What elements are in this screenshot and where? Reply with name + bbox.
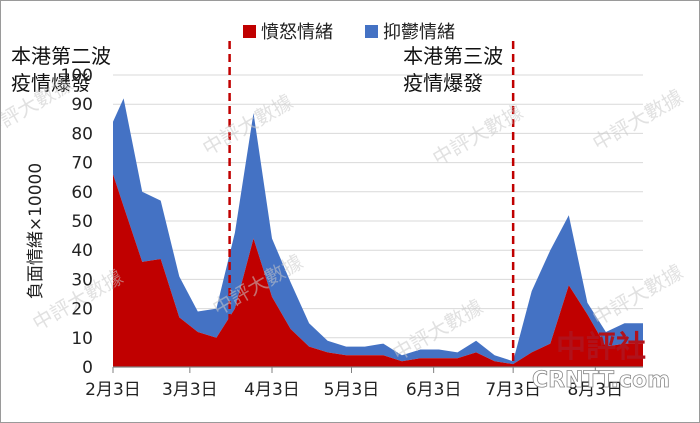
series-area-anger [113, 174, 643, 367]
watermark-text: 中評大數據 [198, 90, 297, 161]
y-tick-label: 50 [71, 212, 93, 232]
y-tick-label: 40 [71, 241, 93, 261]
crntt-logo: 中評社 CRNTT.com [532, 330, 671, 393]
legend-swatch [365, 25, 378, 38]
outbreak-annotation: 疫情爆發 [11, 71, 91, 95]
legend-swatch [243, 25, 256, 38]
outbreak-annotation: 本港第三波 [403, 44, 503, 68]
y-tick-label: 90 [71, 95, 93, 115]
legend-label: 抑鬱情緒 [383, 22, 455, 43]
axes: 0 10 20 30 40 50 60 70 80 90 100 2月3日 3月3日 4月3日 5月3日 6月… [61, 66, 643, 400]
x-tick-label: 3月3日 [162, 380, 218, 400]
x-tick-label: 4月3日 [244, 380, 300, 400]
y-tick-label: 60 [71, 183, 93, 203]
y-axis-title: 負面情緒×10000 [26, 163, 46, 299]
series-area-depression [113, 98, 643, 365]
watermark-text: 中評大數據 [588, 260, 687, 331]
x-tick-label: 2月3日 [85, 380, 141, 400]
legend: 憤怒情緒 抑鬱情緒 [243, 22, 455, 43]
y-tick-label: 100 [61, 66, 93, 86]
y-tick-label: 20 [71, 300, 93, 320]
legend-label: 憤怒情緒 [261, 22, 333, 43]
outbreak-annotation: 本港第二波 [11, 44, 111, 68]
logo-cn-text: 中評社 [556, 330, 646, 365]
outbreak-annotation: 疫情爆發 [403, 71, 483, 95]
gridlines [113, 74, 643, 339]
stacked-areas [113, 98, 643, 367]
x-tick-label: 6月3日 [406, 380, 462, 400]
y-tick-label: 80 [71, 124, 93, 144]
logo-en-text: CRNTT.com [532, 368, 670, 393]
y-tick-label: 0 [82, 358, 93, 378]
y-tick-label: 30 [71, 270, 93, 290]
x-tick-label: 7月3日 [485, 380, 541, 400]
y-tick-label: 70 [71, 154, 93, 174]
watermark-text: 中評大數據 [588, 85, 687, 156]
y-tick-label: 10 [71, 329, 93, 349]
x-tick-label: 8月3日 [567, 380, 623, 400]
x-tick-label: 5月3日 [324, 380, 380, 400]
